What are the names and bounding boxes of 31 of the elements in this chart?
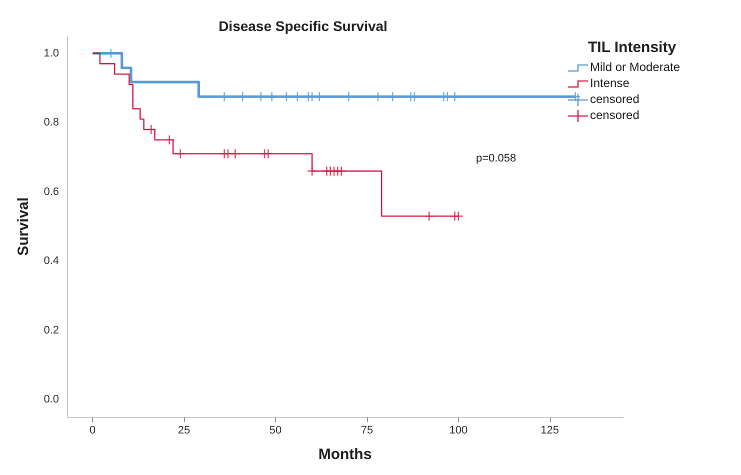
x-tick-label: 75 (360, 424, 374, 436)
chart-title: Disease Specific Survival (218, 18, 388, 34)
legend-label: Intense (590, 76, 630, 90)
y-tick-label: 0.2 (44, 324, 59, 336)
point (230, 148, 240, 159)
point (453, 210, 464, 222)
y-tick-label: 0.6 (44, 186, 59, 198)
x-axis-title: Months (318, 446, 372, 463)
y-tick-label: 0.8 (44, 116, 59, 129)
y-axis-title: Survival (15, 197, 32, 256)
x-tick-label: 0 (90, 424, 96, 436)
x-tick-label: 125 (540, 424, 560, 436)
point (146, 124, 156, 135)
point (336, 166, 346, 176)
y-tick-label: 1.0 (44, 47, 59, 60)
x-tick-label: 50 (269, 424, 282, 436)
legend-title: TIL Intensity (588, 39, 677, 56)
point (306, 166, 318, 176)
point (164, 134, 175, 146)
x-tick-label: 100 (449, 424, 468, 436)
point (175, 148, 186, 159)
point (263, 148, 274, 159)
legend-label: censored (590, 108, 640, 122)
y-tick-label: 0.4 (44, 255, 59, 268)
legend-label: Mild or Moderate (590, 60, 680, 74)
legend-label: censored (590, 92, 640, 106)
annotation: p=0.058 (476, 152, 516, 164)
point (222, 148, 234, 159)
y-tick-label: 0.0 (44, 394, 59, 406)
x-tick-label: 25 (178, 424, 190, 436)
point (424, 210, 434, 222)
